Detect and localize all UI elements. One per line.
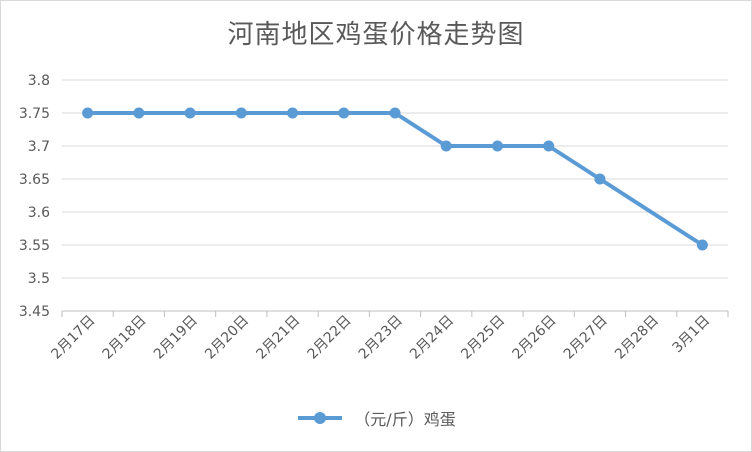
x-tick-label: 2月19日 (151, 313, 201, 363)
data-point (491, 140, 503, 152)
data-point (594, 173, 606, 185)
y-tick-label: 3.6 (28, 205, 50, 221)
data-point (133, 107, 145, 119)
x-tick-label: 2月18日 (100, 313, 150, 363)
y-tick-label: 3.75 (19, 106, 50, 122)
y-tick-label: 3.55 (19, 238, 50, 254)
x-tick-label: 2月27日 (561, 313, 611, 363)
y-tick-label: 3.5 (28, 271, 50, 287)
y-tick-label: 3.8 (28, 73, 50, 89)
x-tick-label: 2月28日 (612, 313, 662, 363)
y-tick-label: 3.45 (19, 304, 50, 320)
data-point (440, 140, 452, 152)
chart-title: 河南地区鸡蛋价格走势图 (227, 20, 525, 50)
data-point (389, 107, 401, 119)
x-tick-label: 2月17日 (48, 313, 98, 363)
x-tick-label: 2月20日 (202, 313, 252, 363)
data-point (235, 107, 247, 119)
x-tick-label: 2月25日 (458, 313, 508, 363)
data-point (287, 107, 299, 119)
data-point (184, 107, 196, 119)
x-tick-label: 2月24日 (407, 313, 457, 363)
x-tick-label: 2月26日 (510, 313, 560, 363)
data-point (338, 107, 350, 119)
data-point (82, 107, 94, 119)
legend: （元/斤）鸡蛋 (0, 406, 752, 430)
x-tick-label: 3月1日 (669, 313, 713, 357)
series-line (85, 111, 705, 247)
y-tick-label: 3.65 (19, 172, 50, 188)
y-tick-label: 3.7 (28, 139, 50, 155)
data-point (696, 239, 708, 251)
x-tick-label: 2月21日 (253, 313, 303, 363)
x-tick-label: 2月23日 (356, 313, 406, 363)
x-tick-label: 2月22日 (305, 313, 355, 363)
data-point (543, 140, 555, 152)
legend-swatch (298, 412, 343, 424)
legend-label: （元/斤）鸡蛋 (354, 410, 456, 429)
